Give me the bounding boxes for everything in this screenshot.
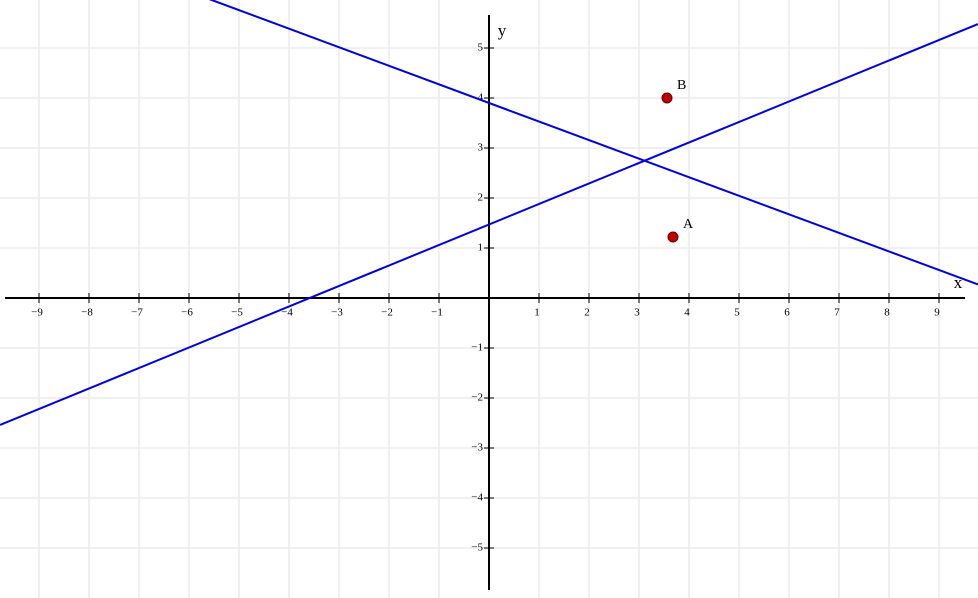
x-tick-label: 7 [834,307,840,319]
x-tick-label: −6 [181,307,193,319]
x-tick-label: 4 [684,307,690,319]
y-tick-label: 1 [478,242,484,254]
x-tick-label: −3 [331,307,343,319]
x-tick-label: 2 [584,307,590,319]
x-tick-label: −7 [131,307,143,319]
point-label: A [683,217,694,232]
point-label: B [677,78,686,93]
x-tick-label: 3 [634,307,640,319]
y-tick-label: −4 [471,492,483,504]
line [0,23,978,426]
y-tick-label: 4 [478,92,484,104]
y-tick-label: −3 [471,442,483,454]
y-tick-label: 3 [478,142,484,154]
point [667,231,679,243]
x-tick-label: 9 [934,307,940,319]
x-tick-label: 1 [534,307,540,319]
x-axis-label: x [954,273,963,292]
x-tick-label: −5 [231,307,243,319]
x-tick-label: 5 [734,307,740,319]
y-tick-label: −2 [471,392,483,404]
y-tick-label: 2 [478,192,484,204]
x-tick-label: −8 [81,307,93,319]
x-tick-label: −9 [31,307,43,319]
x-tick-label: 8 [884,307,890,319]
x-tick-label: −2 [381,307,393,319]
x-tick-label: 6 [784,307,790,319]
y-tick-label: −5 [471,542,483,554]
y-tick-label: −1 [471,342,483,354]
y-tick-label: 5 [478,42,484,54]
x-tick-label: −1 [431,307,443,319]
point [661,92,673,104]
line [208,0,978,286]
y-axis-label: y [498,21,507,40]
